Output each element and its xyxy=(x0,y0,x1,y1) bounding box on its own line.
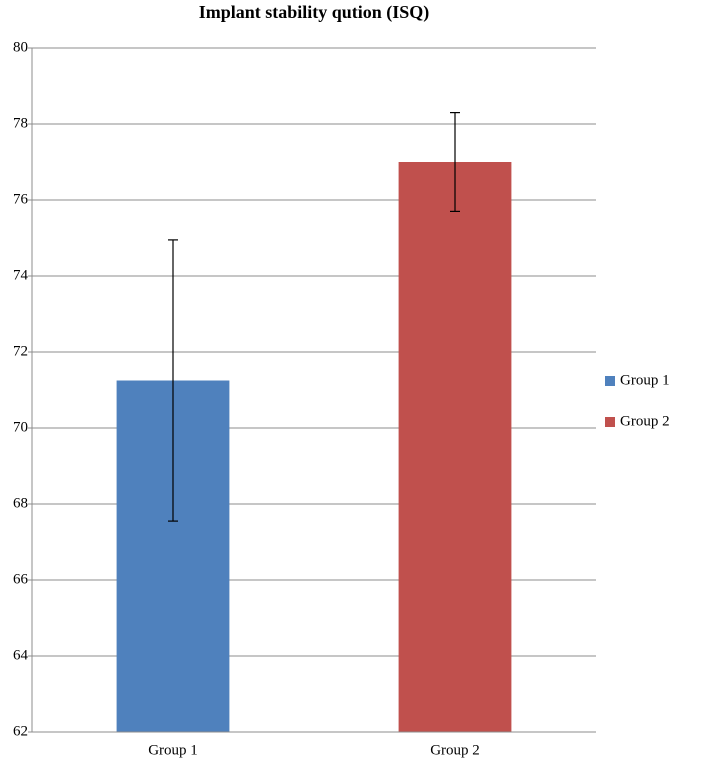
y-tick-label: 74 xyxy=(13,267,29,283)
x-tick-label: Group 2 xyxy=(430,742,480,758)
legend-swatch xyxy=(605,417,615,427)
y-tick-label: 70 xyxy=(13,419,28,435)
y-tick-label: 78 xyxy=(13,115,28,131)
y-tick-label: 80 xyxy=(13,39,28,55)
bar xyxy=(398,162,512,732)
y-tick-label: 66 xyxy=(13,571,29,587)
legend-label: Group 1 xyxy=(620,372,670,388)
legend-swatch xyxy=(605,376,615,386)
y-tick-label: 68 xyxy=(13,495,28,511)
y-tick-label: 76 xyxy=(13,191,29,207)
legend-label: Group 2 xyxy=(620,413,670,429)
y-tick-label: 72 xyxy=(13,343,28,359)
y-tick-label: 62 xyxy=(13,723,28,739)
x-tick-label: Group 1 xyxy=(148,742,198,758)
y-tick-label: 64 xyxy=(13,647,29,663)
chart-title: Implant stability qution (ISQ) xyxy=(199,2,430,23)
